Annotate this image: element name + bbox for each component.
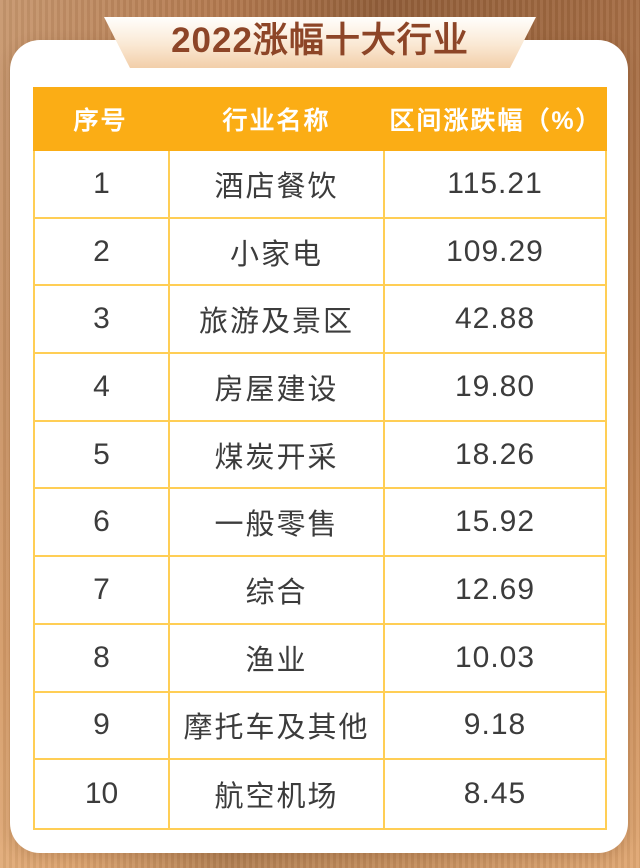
rank-cell: 5 — [93, 437, 110, 471]
change-cell: 8.45 — [463, 777, 527, 811]
industry-cell: 酒店餐饮 — [168, 151, 385, 217]
change-cell: 115.21 — [447, 166, 543, 200]
change-cell: 18.26 — [454, 437, 536, 471]
change-cell: 9.18 — [463, 708, 527, 742]
rank-cell: 1 — [93, 166, 110, 200]
page-title: 2022涨幅十大行业 — [171, 21, 469, 60]
rank-cell: 10 — [84, 777, 119, 811]
industry-cell: 一般零售 — [168, 489, 385, 556]
rank-cell: 7 — [93, 572, 110, 606]
rank-cell: 6 — [93, 505, 110, 539]
table-row: 10 航空机场 8.45 — [35, 760, 605, 828]
col-header-industry: 行业名称 — [222, 107, 331, 135]
rank-cell: 2 — [93, 234, 110, 268]
change-cell: 15.92 — [454, 505, 536, 539]
industry-cell: 煤炭开采 — [168, 421, 385, 488]
table-row: 2 小家电 109.29 — [35, 218, 605, 287]
change-cell: 10.03 — [454, 640, 536, 674]
industry-cell: 小家电 — [168, 218, 385, 285]
table-row: 5 煤炭开采 18.26 — [35, 421, 605, 490]
industry-gain-table: 序号 行业名称 区间涨跌幅（%） 1 酒店餐饮 115.21 2 小家电 109.29 3 旅… — [33, 87, 607, 830]
change-cell: 12.69 — [454, 572, 536, 606]
table-row: 7 综合 12.69 — [35, 557, 605, 625]
table-row: 9 摩托车及其他 9.18 — [35, 692, 605, 761]
table-header-row: 序号 行业名称 区间涨跌幅（%） — [33, 87, 607, 151]
industry-cell: 综合 — [168, 557, 385, 623]
industry-cell: 摩托车及其他 — [168, 692, 385, 759]
table-row: 8 渔业 10.03 — [35, 624, 605, 693]
table-card: 序号 行业名称 区间涨跌幅（%） 1 酒店餐饮 115.21 2 小家电 109.29 3 旅… — [10, 40, 628, 853]
industry-cell: 房屋建设 — [168, 354, 385, 420]
table-row: 1 酒店餐饮 115.21 — [35, 151, 605, 219]
industry-cell: 渔业 — [168, 624, 385, 691]
table-body: 1 酒店餐饮 115.21 2 小家电 109.29 3 旅游及景区 42.88 4 房屋建设 19.… — [33, 151, 607, 830]
rank-cell: 3 — [93, 302, 110, 336]
col-header-change: 区间涨跌幅（%） — [389, 107, 603, 135]
rank-cell: 9 — [93, 708, 110, 742]
table-row: 4 房屋建设 19.80 — [35, 354, 605, 422]
table-row: 6 一般零售 15.92 — [35, 489, 605, 558]
table-row: 3 旅游及景区 42.88 — [35, 286, 605, 355]
rank-cell: 4 — [93, 369, 110, 403]
change-cell: 19.80 — [454, 369, 536, 403]
change-cell: 109.29 — [446, 234, 544, 268]
change-cell: 42.88 — [454, 302, 536, 336]
industry-cell: 旅游及景区 — [168, 286, 385, 353]
col-header-rank: 序号 — [73, 107, 128, 135]
rank-cell: 8 — [93, 640, 110, 674]
industry-cell: 航空机场 — [168, 760, 385, 828]
title-banner: 2022涨幅十大行业 — [104, 17, 536, 68]
